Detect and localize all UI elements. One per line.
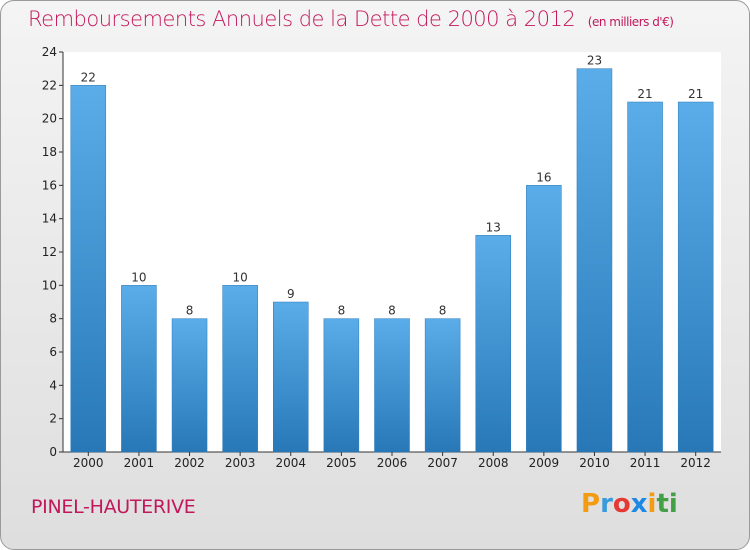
bar	[627, 101, 663, 453]
x-tick-label: 2009	[529, 456, 560, 470]
chart-title: Remboursements Annuels de la Dette de 20…	[28, 7, 674, 31]
bar-value-label: 21	[688, 87, 703, 101]
bar-value-label: 21	[637, 87, 652, 101]
chart-title-text: Remboursements Annuels de la Dette de 20…	[28, 7, 576, 31]
y-tick-label: 16	[42, 178, 57, 192]
logo-letter: ti	[656, 489, 678, 519]
bar-value-label: 10	[233, 270, 248, 284]
x-tick-label: 2010	[579, 456, 610, 470]
x-tick-label: 2006	[377, 456, 408, 470]
bar	[121, 285, 157, 453]
bar-value-label: 22	[81, 70, 96, 84]
y-tick-label: 12	[42, 245, 57, 259]
bar-value-label: 8	[186, 304, 194, 318]
y-tick-label: 2	[49, 412, 57, 426]
x-tick-label: 2001	[124, 456, 155, 470]
y-tick-label: 4	[49, 378, 57, 392]
bar-value-label: 10	[131, 270, 146, 284]
y-tick-label: 24	[42, 45, 57, 59]
x-tick-label: 2008	[478, 456, 509, 470]
x-tick-label: 2000	[73, 456, 104, 470]
x-tick-label: 2011	[630, 456, 661, 470]
bar-value-label: 13	[486, 220, 501, 234]
x-tick-label: 2002	[174, 456, 205, 470]
logo-letter: r	[600, 489, 613, 519]
x-tick-label: 2012	[680, 456, 711, 470]
place-name: PINEL-HAUTERIVE	[31, 496, 196, 518]
bar-value-label: 8	[338, 304, 346, 318]
bar	[171, 318, 208, 453]
y-tick-label: 10	[42, 278, 57, 292]
logo-letter: P	[581, 489, 601, 519]
y-tick-label: 22	[42, 78, 57, 92]
proxiti-logo: Proxiti	[581, 489, 678, 519]
bar	[273, 301, 309, 453]
logo-letter: o	[612, 489, 631, 519]
bar	[475, 235, 511, 453]
bar	[424, 318, 461, 453]
x-tick-label: 2004	[275, 456, 306, 470]
x-tick-label: 2007	[427, 456, 458, 470]
logo-letter: x	[630, 489, 648, 519]
y-tick-label: 18	[42, 145, 57, 159]
bar	[677, 101, 714, 453]
bar-value-label: 9	[287, 287, 295, 301]
bar	[222, 285, 258, 453]
bar-value-label: 8	[439, 304, 447, 318]
logo-letter: i	[647, 489, 657, 519]
y-tick-label: 6	[49, 345, 57, 359]
bar	[323, 318, 360, 453]
y-tick-label: 14	[42, 212, 57, 226]
y-tick-label: 8	[49, 312, 57, 326]
x-tick-label: 2003	[225, 456, 256, 470]
bar	[374, 318, 410, 453]
chart-unit-label: (en milliers d'€)	[587, 15, 674, 29]
bar-value-label: 8	[388, 304, 396, 318]
bar-value-label: 23	[587, 54, 602, 68]
bar-value-label: 16	[536, 170, 551, 184]
bar	[70, 85, 107, 453]
y-tick-label: 20	[42, 112, 57, 126]
x-tick-label: 2005	[326, 456, 357, 470]
y-tick-label: 0	[49, 445, 57, 459]
bar	[526, 185, 562, 453]
bar	[576, 68, 613, 453]
